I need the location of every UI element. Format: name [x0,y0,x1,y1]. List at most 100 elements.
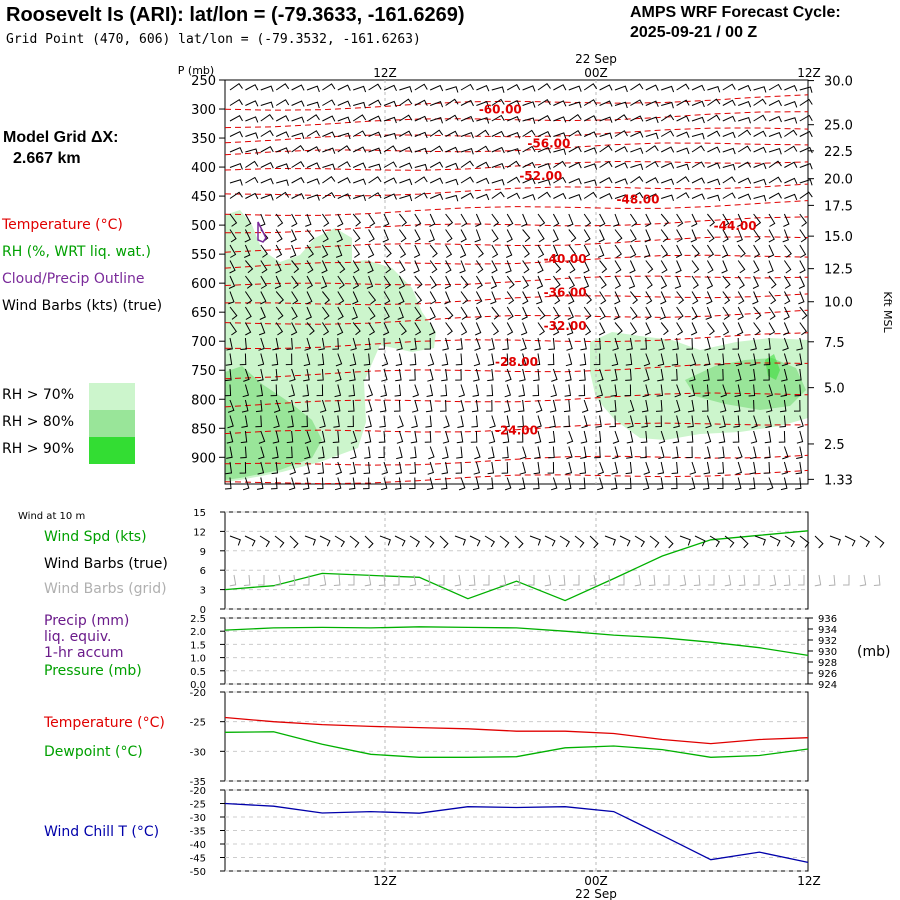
wind-barb [306,260,314,274]
wind-barb-grid [229,574,237,587]
wind-barb [737,145,752,153]
wind-barbs-true-label: Wind Barbs (true) [44,556,168,572]
wind-barb [687,399,695,413]
wind-barb [537,260,544,274]
wind-barb [767,260,774,274]
wind-barb [565,368,572,382]
wind-barb [614,194,628,201]
wind-barb-true [274,535,285,548]
wind-barb [337,132,351,140]
wind-barb [578,384,586,397]
wind-barb [614,291,621,305]
wind-barb [768,160,782,168]
wind-barb [394,384,402,397]
wind-barb [229,99,243,106]
wind-barb [799,130,813,138]
wind-barb [226,337,233,351]
wind-barb [737,129,752,137]
panel-tick-label: -20 [190,786,206,797]
wind-barb [753,194,767,202]
wind-barb [799,162,813,170]
wind-barb [257,368,264,382]
panel-tick-label: 930 [818,647,837,658]
wind-barb [414,306,422,320]
wind-barb [476,85,490,92]
wind-barb [784,85,798,92]
wind-barb [738,116,751,124]
wind-barb [445,306,454,320]
wind-barb [532,384,540,397]
wind-barb [505,244,513,258]
wind-barb [522,291,529,305]
wind-barb [224,477,232,490]
wind-barb [568,244,577,258]
wind-barb [766,384,774,398]
wind-barb [565,461,573,475]
height-axis: 30.0 25.0 22.5 20.0 17.5 15.0 12.5 10.0 7.5 5.0 2.… [808,75,853,488]
wind-barb-true [784,535,795,548]
wind-barb [289,368,296,382]
wind-barb [291,161,305,168]
wind-barb [674,384,682,398]
legend-rh90-label: RH > 90% [2,441,75,457]
wind-barb-grid [288,574,296,586]
wind-barb [722,83,736,91]
wind-barb [521,322,528,336]
panel-tick-label: -25 [190,800,206,811]
wind-barb [735,368,742,382]
wind-barb [596,384,604,398]
wind-barb [784,145,798,153]
wind-barb [553,192,567,200]
wind-barb [460,192,474,199]
wind-barb [753,260,760,274]
wind-barb [551,368,558,382]
wind-barb [507,132,521,139]
wind-barb [520,337,527,351]
wind-barb [306,291,313,305]
wind-barb-true [589,535,599,549]
profile-frame [224,79,809,485]
wind-barb [460,176,474,184]
wind-barb [441,353,449,366]
wind-barb [501,353,509,366]
wind-barb [442,430,450,444]
wind-barb [676,291,685,305]
pressure-tick-label: 250 [191,74,216,89]
wind-barb [460,160,474,168]
wind-barb [549,399,557,413]
upper-air-wind-barbs [224,83,813,491]
wind-barb [398,260,406,274]
wind-barb-true [409,535,420,548]
wind-barb-grid [528,575,535,586]
wind-barb [504,384,512,398]
wind-barb [429,84,444,92]
wind-barb [630,176,644,184]
wind-barb [519,368,526,382]
wind-barb [260,101,274,108]
wind-barb [707,194,721,202]
wind-barb [799,178,813,186]
wind-barb [645,100,659,107]
wind-barb [583,244,591,258]
wind-barb [440,477,448,490]
wind-barb [537,163,551,170]
wind-barb [707,114,721,122]
wind-barb [672,430,680,444]
wind-barb [676,163,690,171]
wind-barb [398,244,407,258]
wind-barb [445,146,459,154]
wind-barb [782,229,789,243]
wind-barb [288,477,296,491]
wind-barb [245,275,253,289]
wind-barb [476,161,490,168]
wind-barb [229,244,237,258]
wind-barb [568,85,582,92]
wind-barb [628,275,636,289]
wind-barb-grid [814,574,822,587]
wind-barb [522,145,536,153]
wind-barb-true [679,535,691,546]
wind-barb [722,147,736,155]
wind-barb [260,291,267,305]
isotherm-label: -52.00 [519,169,562,183]
wind-barb [428,446,435,460]
